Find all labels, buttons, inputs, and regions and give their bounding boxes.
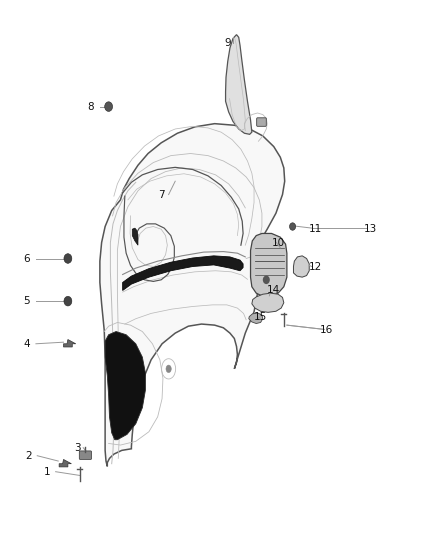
Text: 5: 5 xyxy=(23,296,30,306)
Ellipse shape xyxy=(166,365,171,373)
Text: 6: 6 xyxy=(23,254,30,263)
Polygon shape xyxy=(64,340,76,347)
Polygon shape xyxy=(226,35,252,134)
Text: 9: 9 xyxy=(224,38,231,47)
Polygon shape xyxy=(59,459,71,467)
Polygon shape xyxy=(251,233,287,296)
Polygon shape xyxy=(132,228,138,245)
Polygon shape xyxy=(249,313,263,324)
Text: 1: 1 xyxy=(44,467,50,477)
FancyBboxPatch shape xyxy=(257,118,266,126)
Text: 4: 4 xyxy=(23,339,30,349)
Circle shape xyxy=(263,276,270,284)
FancyBboxPatch shape xyxy=(79,451,92,459)
Text: 14: 14 xyxy=(267,286,280,295)
Circle shape xyxy=(64,296,72,306)
Text: 3: 3 xyxy=(74,443,81,453)
Polygon shape xyxy=(123,256,243,290)
Text: 12: 12 xyxy=(309,262,322,271)
Polygon shape xyxy=(293,256,309,277)
Text: 2: 2 xyxy=(25,451,32,461)
Circle shape xyxy=(290,223,296,230)
Text: 15: 15 xyxy=(254,312,267,322)
Text: 8: 8 xyxy=(88,102,94,111)
Circle shape xyxy=(64,254,72,263)
Text: 10: 10 xyxy=(272,238,285,247)
Text: 13: 13 xyxy=(364,224,377,234)
Text: 16: 16 xyxy=(320,326,333,335)
Circle shape xyxy=(105,102,113,111)
Text: 11: 11 xyxy=(309,224,322,234)
Polygon shape xyxy=(105,332,145,440)
Polygon shape xyxy=(252,293,284,312)
Text: 7: 7 xyxy=(158,190,164,199)
Polygon shape xyxy=(100,124,285,466)
